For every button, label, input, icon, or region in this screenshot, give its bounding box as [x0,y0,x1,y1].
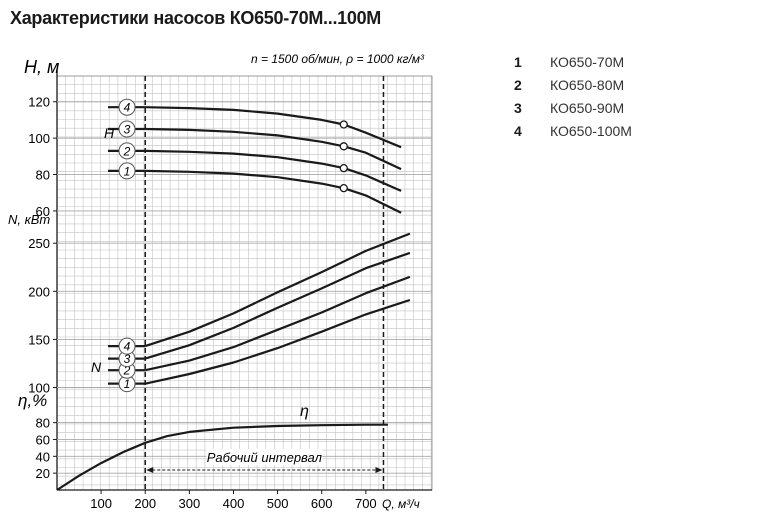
series-number: 1 [124,377,131,391]
series-number-badge [118,337,136,355]
interval-arrow-left [146,467,154,473]
series-line-power-1 [144,298,411,385]
curve-label: H [104,125,115,141]
series-number: 4 [124,340,131,354]
panel-power: 100 150 200 250 [28,236,432,395]
axes: 100 200 300 400 500 600 700 Q, м³/ч n = 1500 об/… [28,52,432,511]
series-number: 2 [123,364,131,378]
legend: 1 КО650-70М 2 КО650-80М 3 КО650-90М 4 КО650-100… [514,50,632,142]
interval-label: Рабочий интервал [207,450,323,465]
legend-number: 1 [514,53,522,70]
y-tick-label: 80 [36,168,50,183]
curve-label: N [91,359,102,375]
series-line-power-2 [144,275,411,372]
y-axis-label: N, кВт [8,212,50,227]
panel-head: 60 80 100 120 [28,95,432,219]
x-axis-label: Q, м³/ч [382,497,420,511]
x-tick-label: 400 [223,496,245,511]
series-line-head-1 [145,169,402,214]
x-tick-label: 700 [355,496,377,511]
legend-model: КО650-100М [550,122,632,139]
y-tick-label: 60 [36,432,50,447]
y-tick-label: 40 [36,449,50,464]
y-tick-label: 150 [28,332,50,347]
y-tick-label: 20 [36,466,50,481]
y-tick-label: 80 [36,416,50,431]
marker-point [339,184,348,193]
y-tick-label: 60 [36,204,50,219]
series-number: 2 [123,144,131,158]
series-line-efficiency-η [56,423,388,491]
x-tick-label: 600 [311,496,333,511]
interval-label-bg [206,449,323,465]
x-tick-label: 500 [267,496,289,511]
y-tick-label: 200 [28,284,50,299]
conditions-text: n = 1500 об/мин, ρ = 1000 кг/м³ [251,52,425,66]
series-number: 4 [124,101,131,115]
marker-point [339,120,348,129]
legend-item: 1 КО650-70М [514,50,632,73]
y-tick-label: 250 [28,236,50,251]
legend-model: КО650-90М [550,99,625,116]
legend-model: КО650-70М [550,53,625,70]
y-tick-label: 100 [28,131,50,146]
curve-label: η [300,403,309,420]
interval-arrow-right [375,467,383,473]
series-number-badge [118,162,136,180]
marker-point [339,142,348,151]
legend-item: 4 КО650-100М [514,119,632,142]
series-line-head-2 [145,149,402,192]
series-line-head-3 [145,127,402,171]
series-number-badge [118,98,136,116]
legend-model: КО650-80М [550,76,625,93]
y-axis-label: H, м [24,57,59,77]
legend-number: 3 [514,99,522,116]
legend-number: 4 [514,122,522,139]
chart-title: Характеристики насосов КО650-70М...100М [10,8,381,28]
working-interval: Рабочий интервал [144,76,385,490]
series-number: 3 [124,123,131,137]
legend-number: 2 [514,76,522,93]
y-axis-label: η,% [18,391,47,410]
series-line-power-3 [144,251,411,360]
series-number-badge [118,142,136,160]
marker-point [339,163,348,173]
x-tick-label: 300 [179,496,201,511]
series-line-power-4 [144,232,411,348]
legend-item: 2 КО650-80М [514,73,632,96]
series-line-head-4 [145,106,402,149]
y-tick-label: 100 [28,380,50,395]
legend-item: 3 КО650-90М [514,96,632,119]
series-number: 3 [124,352,131,366]
x-tick-label: 200 [134,496,156,511]
y-tick-label: 120 [28,95,50,110]
series-number-badge [118,120,136,138]
x-tick-label: 100 [90,496,112,511]
series-number: 1 [124,164,131,178]
